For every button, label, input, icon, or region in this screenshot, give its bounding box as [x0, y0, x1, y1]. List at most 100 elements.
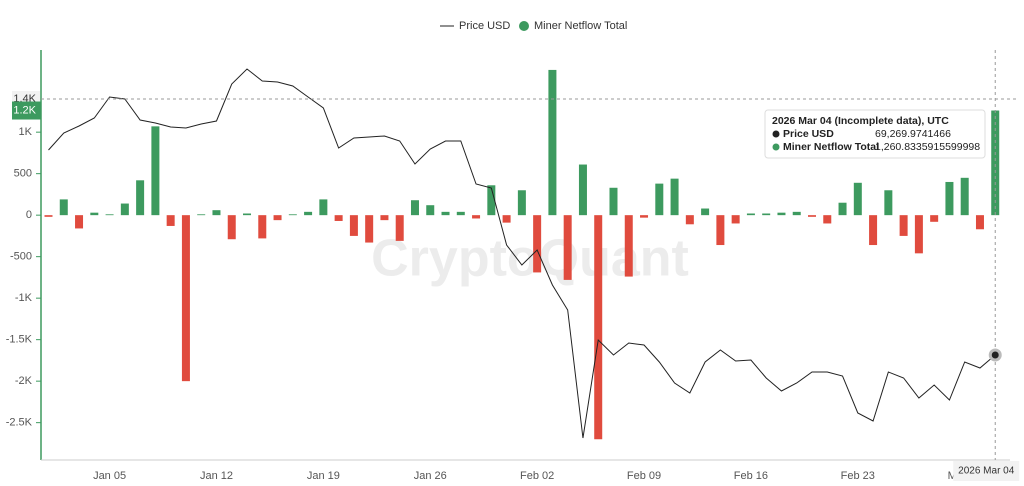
bar [991, 110, 1000, 216]
y-tick-label: -1K [15, 292, 33, 304]
legend-dot [519, 21, 529, 31]
x-tick-label: Feb 09 [627, 470, 661, 482]
bar [808, 215, 816, 217]
bar [456, 211, 465, 216]
bar [227, 215, 236, 240]
bar [960, 177, 969, 216]
x-tick-label: Jan 26 [414, 470, 447, 482]
bar [670, 178, 679, 216]
tooltip-name: Miner Netflow Total [783, 141, 879, 153]
x-tick-label: Feb 16 [734, 470, 768, 482]
bar [334, 215, 343, 221]
bar [395, 215, 404, 241]
bar [151, 126, 160, 216]
bar [487, 185, 496, 216]
tooltip-dot [772, 143, 780, 151]
bar [288, 214, 297, 216]
tooltip-title: 2026 Mar 04 (Incomplete data), UTC [772, 115, 949, 127]
bar [166, 215, 175, 226]
y-tick-label: -2.5K [6, 417, 33, 429]
x-tick-label: Jan 19 [307, 470, 340, 482]
bar [75, 215, 84, 229]
tooltip-value: 1,260.8335915599998 [875, 141, 980, 153]
bar [563, 215, 572, 280]
bar [701, 208, 710, 216]
legend-label: Miner Netflow Total [534, 20, 627, 32]
bar [426, 205, 435, 216]
bar [884, 190, 893, 216]
bar [838, 202, 847, 216]
bar [655, 183, 664, 216]
tooltip: 2026 Mar 04 (Incomplete data), UTCPrice … [764, 109, 986, 159]
bar [441, 211, 450, 216]
y-tick-label: 0 [26, 209, 32, 221]
tooltip-dot [772, 130, 780, 138]
bar [945, 181, 954, 216]
y-tick-label: 500 [14, 168, 32, 180]
bar [212, 210, 221, 216]
bar [59, 199, 68, 216]
bar [44, 215, 53, 217]
bar [90, 212, 99, 216]
bar [685, 215, 694, 225]
bar [197, 214, 206, 216]
bar [105, 214, 114, 216]
x-tick-label: Jan 05 [93, 470, 126, 482]
last-value-box [12, 101, 41, 120]
bar [731, 215, 740, 224]
bar [548, 69, 557, 216]
bar [640, 215, 649, 218]
legend-label: Price USD [459, 20, 510, 32]
bar [273, 215, 282, 221]
bar [181, 215, 190, 382]
bar [716, 215, 725, 246]
last-value-label: 1.2K [13, 104, 36, 116]
bar [594, 215, 603, 440]
bar [853, 182, 862, 216]
bar [746, 213, 755, 216]
bar [975, 215, 984, 230]
y-tick-label: -500 [10, 251, 32, 263]
bar [120, 203, 129, 216]
bar [930, 215, 939, 222]
bar [319, 199, 328, 216]
bar [609, 187, 618, 216]
y-tick-label: -2K [15, 375, 33, 387]
bar [349, 215, 358, 236]
bar [410, 200, 419, 216]
bar [258, 215, 267, 239]
bar [624, 215, 633, 277]
bar [914, 215, 923, 254]
bar [472, 215, 481, 219]
crosshair-x-label: 2026 Mar 04 [958, 466, 1015, 477]
bar [365, 215, 374, 243]
bar [792, 211, 801, 216]
date-box [953, 461, 1020, 481]
hover-point [988, 348, 1002, 362]
bar [380, 215, 389, 221]
tooltip-name: Price USD [783, 128, 834, 140]
bar [762, 213, 771, 216]
tooltip-box [764, 109, 986, 159]
x-tick-label: Feb 02 [520, 470, 554, 482]
y-tick-label: -1.5K [6, 334, 33, 346]
y-tick-label: 1K [19, 126, 33, 138]
bar [899, 215, 908, 236]
bar [823, 215, 832, 224]
bar [243, 213, 252, 216]
bar [533, 215, 542, 273]
bar [304, 211, 313, 216]
bar [517, 190, 526, 216]
x-tick-label: Feb 23 [841, 470, 875, 482]
watermark: CryptoQuant [371, 230, 689, 288]
bar [777, 212, 786, 216]
bar [578, 164, 587, 216]
bar [136, 180, 145, 216]
bar [869, 215, 878, 246]
bar [502, 215, 511, 223]
x-tick-label: Jan 12 [200, 470, 233, 482]
price-line [48, 68, 996, 439]
tooltip-value: 69,269.9741466 [875, 128, 951, 140]
